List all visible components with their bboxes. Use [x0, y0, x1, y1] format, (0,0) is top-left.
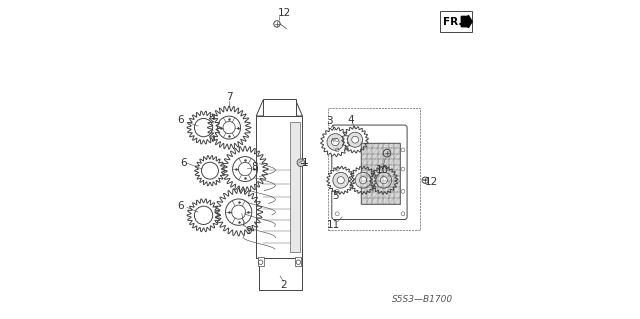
Text: 12: 12: [424, 177, 438, 188]
Bar: [256, 116, 303, 258]
Circle shape: [370, 166, 398, 194]
Text: FR.: FR.: [444, 17, 463, 26]
Bar: [361, 143, 399, 204]
Bar: [259, 182, 303, 290]
Circle shape: [222, 146, 268, 192]
Text: 2: 2: [280, 279, 287, 290]
Circle shape: [297, 159, 305, 167]
Circle shape: [332, 138, 339, 146]
Text: 4: 4: [348, 115, 354, 125]
Circle shape: [352, 136, 358, 143]
Bar: [263, 100, 296, 116]
Bar: [258, 257, 264, 266]
Circle shape: [215, 188, 262, 236]
Text: 11: 11: [327, 220, 340, 230]
Text: 6: 6: [180, 158, 187, 168]
Text: 1: 1: [301, 158, 308, 168]
Circle shape: [195, 118, 212, 137]
Circle shape: [355, 172, 371, 188]
Circle shape: [321, 127, 350, 157]
Circle shape: [360, 177, 367, 184]
Circle shape: [349, 166, 377, 194]
Text: 6: 6: [177, 201, 184, 211]
Text: 9: 9: [245, 226, 252, 236]
Circle shape: [327, 134, 344, 150]
Circle shape: [333, 172, 349, 188]
Text: 3: 3: [326, 116, 333, 126]
Text: 5: 5: [332, 191, 339, 201]
Text: 8: 8: [252, 162, 258, 173]
Circle shape: [348, 132, 363, 147]
Circle shape: [380, 177, 387, 184]
Circle shape: [326, 166, 355, 194]
Bar: [296, 257, 301, 266]
Bar: [440, 11, 472, 32]
Circle shape: [342, 126, 369, 153]
Bar: [289, 122, 300, 252]
Circle shape: [207, 106, 251, 149]
FancyBboxPatch shape: [332, 125, 407, 219]
Text: 10: 10: [376, 165, 389, 175]
Text: 7: 7: [226, 92, 232, 102]
FancyArrow shape: [461, 15, 472, 28]
Circle shape: [195, 206, 212, 225]
Text: S5S3—B1700: S5S3—B1700: [392, 295, 452, 304]
Circle shape: [337, 177, 344, 184]
Polygon shape: [256, 100, 303, 116]
Circle shape: [202, 162, 218, 179]
Text: 6: 6: [177, 115, 184, 125]
Circle shape: [376, 172, 392, 188]
Text: 12: 12: [278, 8, 291, 18]
Text: A/C: A/C: [331, 138, 339, 143]
